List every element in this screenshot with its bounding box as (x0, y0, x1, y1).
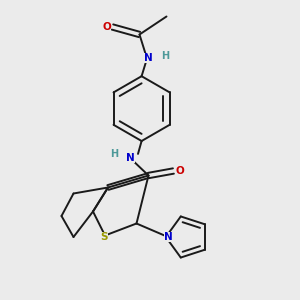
Text: O: O (103, 22, 112, 32)
Text: S: S (101, 232, 108, 242)
Text: N: N (144, 53, 153, 64)
Text: N: N (126, 153, 135, 164)
Text: O: O (175, 166, 184, 176)
Text: N: N (164, 232, 172, 242)
Text: H: H (161, 51, 170, 61)
Text: H: H (110, 149, 118, 159)
Text: N: N (164, 232, 172, 242)
